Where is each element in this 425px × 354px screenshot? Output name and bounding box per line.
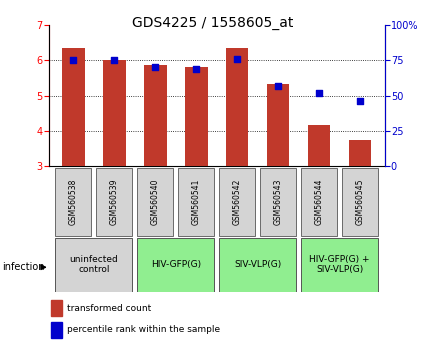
Text: GSM560543: GSM560543 (274, 178, 283, 225)
Point (152, 64, 159, 70)
Point (234, 56, 241, 62)
Text: GSM560540: GSM560540 (151, 178, 160, 225)
Bar (55, 168, 91, 236)
Bar (342, 168, 378, 236)
Bar (308, 125, 330, 166)
Point (193, 66, 200, 72)
Text: GSM560538: GSM560538 (69, 178, 78, 225)
Point (357, 98, 363, 104)
Text: SIV-VLP(G): SIV-VLP(G) (234, 260, 281, 269)
Bar (219, 238, 296, 291)
Bar (144, 65, 167, 166)
Bar (185, 67, 207, 166)
Text: GSM560544: GSM560544 (314, 178, 323, 225)
Bar (349, 140, 371, 166)
Bar (137, 238, 214, 291)
Point (316, 90, 323, 96)
Point (70, 57, 77, 63)
Text: infection: infection (2, 262, 45, 272)
Bar (137, 168, 173, 236)
Text: GSM560545: GSM560545 (356, 178, 365, 225)
Point (111, 57, 118, 63)
Bar (301, 238, 378, 291)
Text: GDS4225 / 1558605_at: GDS4225 / 1558605_at (132, 16, 293, 30)
Bar (226, 48, 249, 166)
Bar (103, 60, 126, 166)
Bar (62, 48, 85, 166)
Bar (260, 168, 296, 236)
Bar (55, 238, 133, 291)
Text: GSM560541: GSM560541 (192, 178, 201, 225)
Bar (96, 168, 133, 236)
Text: HIV-GFP(G) +
SIV-VLP(G): HIV-GFP(G) + SIV-VLP(G) (309, 255, 370, 274)
Bar (267, 84, 289, 166)
Bar (219, 168, 255, 236)
Text: uninfected
control: uninfected control (70, 255, 118, 274)
Bar (178, 168, 214, 236)
Bar (301, 168, 337, 236)
Text: percentile rank within the sample: percentile rank within the sample (67, 325, 221, 334)
Text: GSM560539: GSM560539 (110, 178, 119, 225)
Text: GSM560542: GSM560542 (233, 178, 242, 225)
Bar (51, 300, 62, 316)
Text: HIV-GFP(G): HIV-GFP(G) (151, 260, 201, 269)
Point (275, 83, 282, 88)
Text: transformed count: transformed count (67, 304, 152, 313)
Bar (51, 321, 62, 338)
